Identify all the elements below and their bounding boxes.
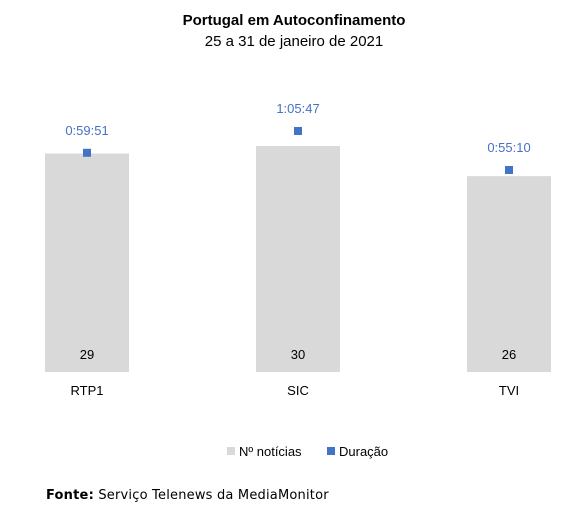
x-tick-label: SIC (287, 383, 309, 398)
x-tick-label: TVI (499, 383, 519, 398)
chart-subtitle: 25 a 31 de janeiro de 2021 (204, 33, 384, 50)
chart-title: Portugal em Autoconfinamento (182, 12, 406, 29)
bar-tvi (467, 176, 551, 372)
duration-label: 0:55:10 (487, 140, 530, 155)
duration-marker (83, 148, 91, 157)
plot-area: 29 0:59:51 RTP1 30 1:05:47 SIC 26 0:55:10 TVI Nº … (45, 101, 551, 459)
legend-swatch-noticias (227, 447, 235, 455)
bar-value-label: 29 (80, 347, 94, 362)
duration-label: 0:59:51 (65, 123, 108, 138)
source-text: Serviço Telenews da MediaMonitor (98, 488, 329, 503)
bar-value-label: 26 (502, 347, 516, 362)
source-note: Fonte: Serviço Telenews da MediaMonitor (46, 488, 329, 503)
x-tick-label: RTP1 (71, 383, 104, 398)
bar-value-label: 30 (291, 347, 305, 362)
chart: Portugal em Autoconfinamento 25 a 31 de … (45, 12, 551, 459)
source-label: Fonte (46, 488, 89, 503)
duration-marker (505, 166, 513, 174)
bar-sic (256, 146, 340, 372)
legend-label-noticias: Nº notícias (239, 444, 302, 459)
duration-marker (294, 127, 302, 135)
duration-label: 1:05:47 (276, 101, 319, 116)
bar-rtp1 (45, 153, 129, 372)
legend-label-duracao: Duração (339, 444, 388, 459)
legend-swatch-duracao (327, 447, 335, 455)
